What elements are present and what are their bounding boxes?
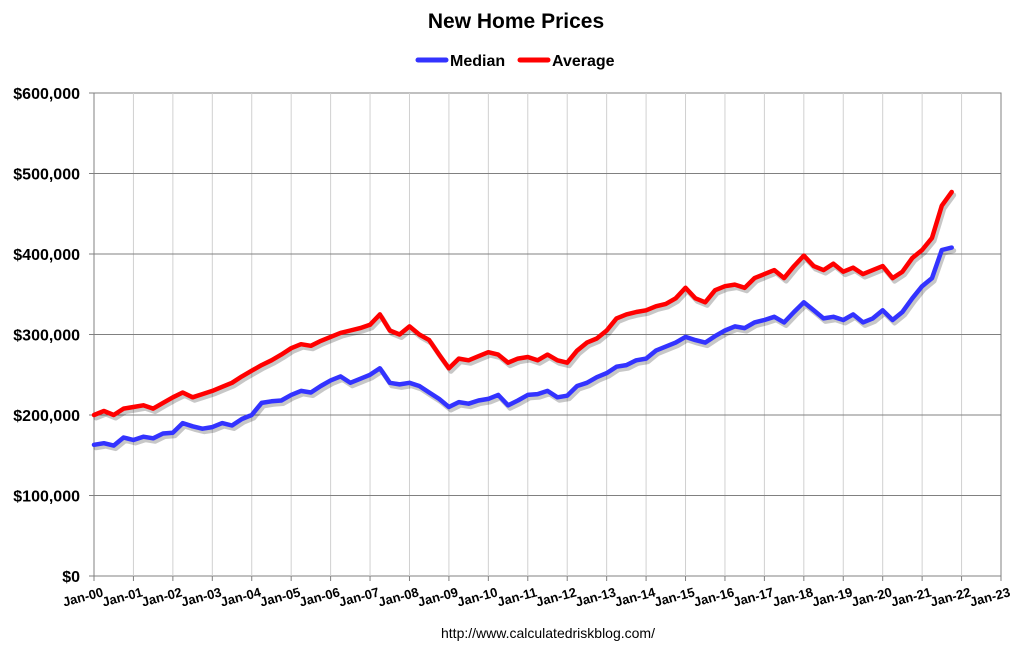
x-tick-label: Jan-16 — [692, 584, 736, 609]
x-tick-label: Jan-11 — [496, 584, 539, 609]
x-tick-label: Jan-02 — [140, 584, 184, 609]
y-tick-label: $200,000 — [13, 408, 80, 425]
y-tick-label: $100,000 — [13, 489, 80, 506]
x-tick-label: Jan-01 — [101, 584, 145, 609]
y-tick-label: $500,000 — [13, 167, 80, 184]
source-url: http://www.calculatedriskblog.com/ — [441, 625, 655, 641]
series-line-median — [91, 245, 954, 448]
x-tick-label: Jan-19 — [810, 584, 854, 609]
x-tick-label: Jan-10 — [455, 584, 499, 609]
x-tick-label: Jan-03 — [179, 584, 223, 609]
x-tick-label: Jan-13 — [574, 584, 618, 609]
x-tick-label: Jan-21 — [889, 584, 933, 609]
y-tick-label: $600,000 — [13, 86, 80, 103]
y-tick-label: $300,000 — [13, 328, 80, 345]
x-tick-label: Jan-20 — [850, 584, 894, 609]
x-tick-label: Jan-14 — [613, 584, 657, 609]
x-tick-label: Jan-17 — [731, 584, 775, 609]
x-tick-label: Jan-05 — [258, 584, 302, 609]
x-tick-label: Jan-15 — [653, 584, 697, 609]
legend-label-median: Median — [450, 53, 505, 70]
chart-title: New Home Prices — [428, 10, 604, 33]
horizontal-gridlines — [94, 173, 1001, 496]
y-tick-label: $0 — [62, 569, 80, 586]
x-tick-label: Jan-22 — [929, 584, 973, 609]
x-tick-label: Jan-09 — [416, 584, 460, 609]
x-tick-label: Jan-18 — [771, 584, 815, 609]
legend: Median Average — [415, 53, 615, 70]
x-tick-label: Jan-23 — [968, 584, 1012, 609]
x-tick-label: Jan-06 — [298, 584, 342, 609]
x-tick-label: Jan-07 — [337, 584, 381, 609]
legend-label-average: Average — [552, 53, 615, 70]
series-group — [91, 189, 957, 452]
x-axis-ticks: Jan-00Jan-01Jan-02Jan-03Jan-04Jan-05Jan-… — [61, 576, 1012, 610]
y-axis-ticks: $0 $100,000 $200,000 $300,000 $400,000 $500,0… — [13, 86, 94, 586]
y-tick-label: $400,000 — [13, 247, 80, 264]
x-tick-label: Jan-00 — [61, 584, 105, 609]
series-line-average — [91, 189, 954, 418]
x-tick-label: Jan-04 — [219, 584, 263, 609]
x-tick-label: Jan-12 — [534, 584, 578, 609]
x-tick-label: Jan-08 — [377, 584, 421, 609]
